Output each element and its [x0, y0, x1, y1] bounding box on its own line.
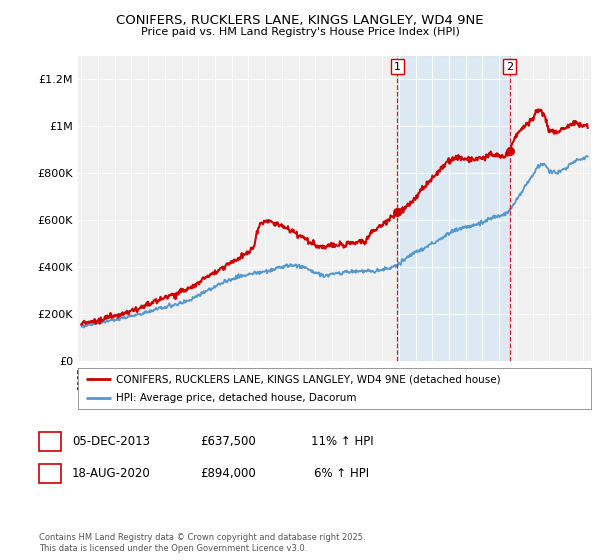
Text: 2: 2: [46, 466, 53, 480]
Text: 1: 1: [394, 62, 401, 72]
Text: 11% ↑ HPI: 11% ↑ HPI: [311, 435, 373, 448]
Text: CONIFERS, RUCKLERS LANE, KINGS LANGLEY, WD4 9NE: CONIFERS, RUCKLERS LANE, KINGS LANGLEY, …: [116, 14, 484, 27]
Point: [505, 147, 514, 156]
Bar: [397, 56, 509, 361]
Text: £894,000: £894,000: [200, 466, 256, 480]
Text: HPI: Average price, detached house, Dacorum: HPI: Average price, detached house, Daco…: [116, 393, 357, 403]
Text: 05-DEC-2013: 05-DEC-2013: [72, 435, 150, 448]
Text: Price paid vs. HM Land Registry's House Price Index (HPI): Price paid vs. HM Land Registry's House …: [140, 27, 460, 37]
Text: 6% ↑ HPI: 6% ↑ HPI: [314, 466, 370, 480]
Text: CONIFERS, RUCKLERS LANE, KINGS LANGLEY, WD4 9NE (detached house): CONIFERS, RUCKLERS LANE, KINGS LANGLEY, …: [116, 375, 501, 384]
Text: 1: 1: [46, 435, 53, 448]
Text: Contains HM Land Registry data © Crown copyright and database right 2025.
This d: Contains HM Land Registry data © Crown c…: [39, 533, 365, 553]
Text: £637,500: £637,500: [200, 435, 256, 448]
Text: 18-AUG-2020: 18-AUG-2020: [71, 466, 151, 480]
Point: [392, 207, 402, 216]
Text: 2: 2: [506, 62, 513, 72]
